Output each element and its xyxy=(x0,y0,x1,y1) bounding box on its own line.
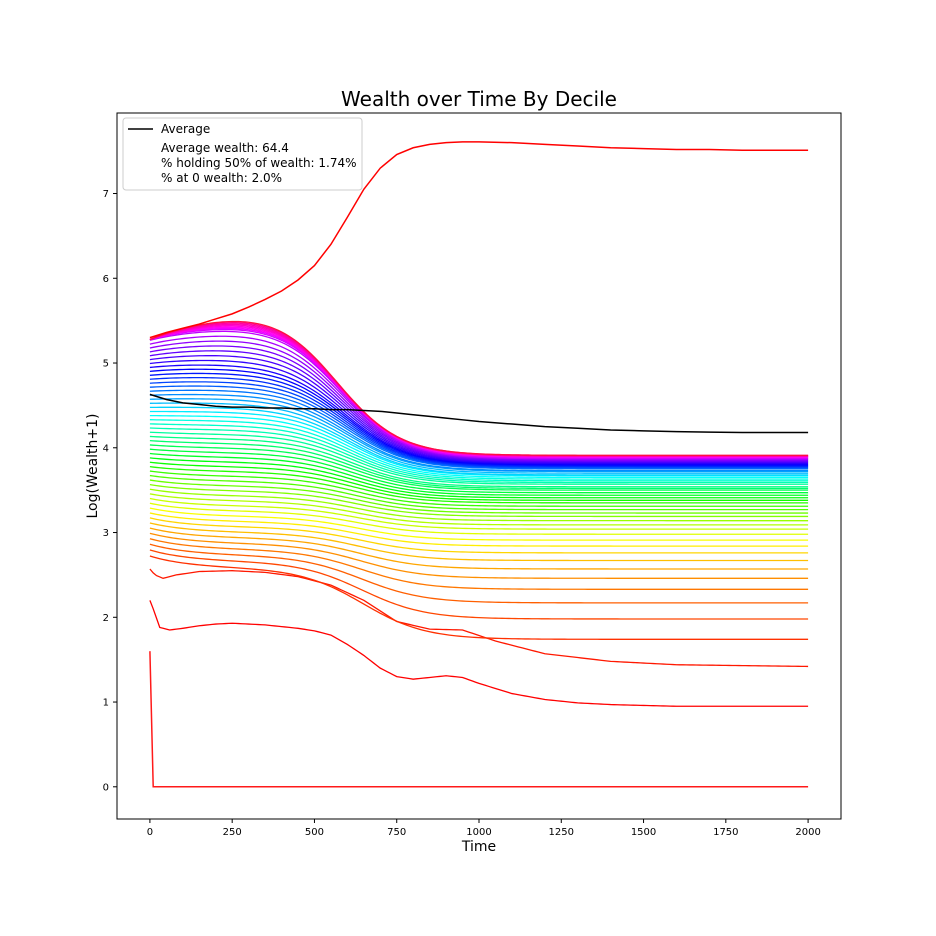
decile-line xyxy=(149,328,809,459)
y-axis: 0 1 2 3 4 5 6 7 xyxy=(103,189,117,793)
decile-line xyxy=(149,457,809,499)
x-tick-label: 2000 xyxy=(795,827,820,838)
decile-line xyxy=(149,497,809,530)
decile-line xyxy=(149,359,809,464)
plot-lines xyxy=(149,141,809,788)
decile-line xyxy=(149,488,809,522)
decile-line xyxy=(149,527,809,570)
outlier-line xyxy=(149,141,809,339)
y-tick-label: 7 xyxy=(103,189,109,200)
x-tick-label: 1750 xyxy=(713,827,738,838)
x-tick-label: 750 xyxy=(387,827,406,838)
decile-line xyxy=(149,423,809,482)
decile-line xyxy=(149,355,809,463)
x-tick-label: 0 xyxy=(147,827,153,838)
decile-line xyxy=(149,410,809,477)
decile-line xyxy=(149,470,809,507)
decile-line xyxy=(149,414,809,479)
y-tick-label: 3 xyxy=(103,528,109,539)
y-tick-label: 0 xyxy=(103,782,109,793)
decile-line xyxy=(149,522,809,562)
decile-line xyxy=(149,330,809,460)
decile-line xyxy=(149,483,809,518)
decile-line xyxy=(149,419,809,480)
x-tick-label: 1500 xyxy=(631,827,656,838)
decile-line xyxy=(149,326,809,458)
decile-line xyxy=(149,431,809,485)
x-axis-label: Time xyxy=(461,839,496,855)
x-tick-label: 500 xyxy=(305,827,324,838)
x-tick-label: 1250 xyxy=(549,827,574,838)
decile-line xyxy=(149,376,809,468)
decile-line xyxy=(149,427,809,484)
decile-line xyxy=(149,393,809,472)
average-line xyxy=(149,393,809,434)
y-tick-label: 5 xyxy=(103,359,109,370)
decile-line xyxy=(149,435,809,488)
decile-line xyxy=(149,549,809,620)
decile-line xyxy=(149,323,809,457)
legend-average-label: Average xyxy=(161,122,210,136)
decile-line xyxy=(149,479,809,514)
decile-line xyxy=(149,517,809,554)
x-axis: 0 250 500 750 1000 1250 1500 1750 2000 xyxy=(147,819,821,838)
decile-line xyxy=(149,398,809,473)
legend-top-holders: % holding 50% of wealth: 1.74% xyxy=(161,156,357,170)
decile-line xyxy=(149,543,809,604)
decile-line xyxy=(149,538,809,590)
decile-line xyxy=(149,364,809,465)
decile-line xyxy=(149,444,809,491)
decile-line xyxy=(149,474,809,511)
decile-line xyxy=(149,440,809,490)
decile-line xyxy=(149,493,809,526)
y-tick-label: 4 xyxy=(103,443,109,454)
decile-line xyxy=(149,381,809,468)
legend-zero-wealth: % at 0 wealth: 2.0% xyxy=(161,171,282,185)
legend-box xyxy=(122,117,363,191)
decile-line xyxy=(149,448,809,494)
decile-line xyxy=(149,350,809,462)
decile-line xyxy=(149,461,809,501)
y-tick-label: 2 xyxy=(103,613,109,624)
y-tick-label: 1 xyxy=(103,698,109,709)
decile-line xyxy=(149,465,809,504)
decile-line xyxy=(149,502,809,535)
decile-line xyxy=(149,555,809,640)
outlier-line xyxy=(149,651,809,788)
decile-line xyxy=(149,368,809,466)
x-tick-label: 250 xyxy=(223,827,242,838)
decile-line xyxy=(149,340,809,461)
decile-line xyxy=(149,600,809,707)
legend-average-wealth: Average wealth: 64.4 xyxy=(161,141,289,155)
decile-line xyxy=(149,385,809,469)
decile-line xyxy=(149,568,809,668)
decile-line xyxy=(149,389,809,470)
decile-line xyxy=(149,402,809,474)
decile-line xyxy=(149,345,809,462)
legend: Average Average wealth: 64.4 % holding 5… xyxy=(122,117,363,191)
y-tick-label: 6 xyxy=(103,274,109,285)
decile-line xyxy=(149,406,809,476)
y-axis-label: Log(Wealth+1) xyxy=(85,413,101,518)
decile-line xyxy=(149,507,809,541)
decile-line xyxy=(149,512,809,547)
x-tick-label: 1000 xyxy=(466,827,491,838)
decile-line xyxy=(149,372,809,467)
chart-title: Wealth over Time By Decile xyxy=(341,87,617,111)
decile-line xyxy=(149,320,809,457)
decile-line xyxy=(149,532,809,579)
decile-line xyxy=(149,452,809,496)
